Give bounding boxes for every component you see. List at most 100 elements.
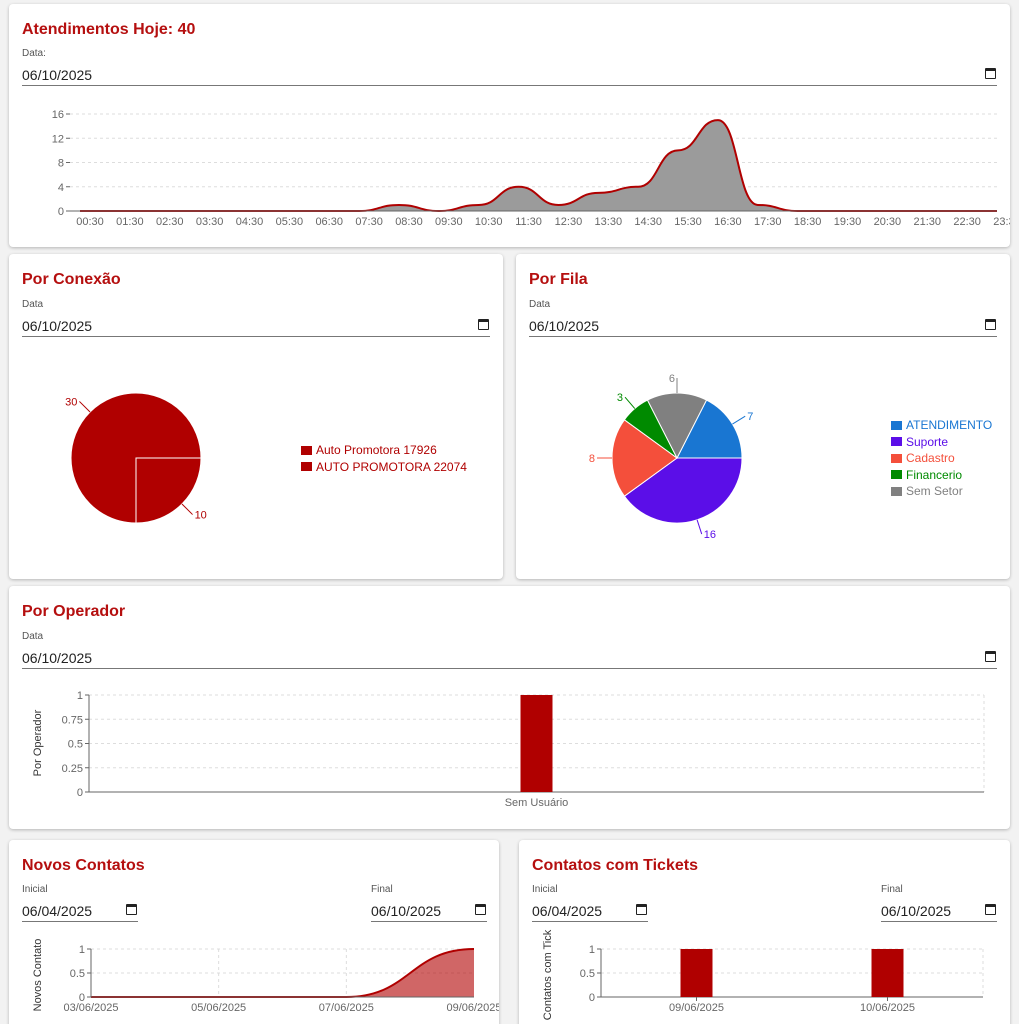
x-tick-label: 04:30 bbox=[236, 216, 264, 228]
atendimentos-date-value: 06/10/2025 bbox=[22, 67, 93, 83]
fila-legend-swatch bbox=[891, 486, 902, 496]
conexao-legend-swatch bbox=[301, 462, 312, 472]
x-tick-label: 05:30 bbox=[276, 216, 304, 228]
fila-title: Por Fila bbox=[529, 271, 588, 288]
y-tick-label: 12 bbox=[52, 133, 64, 145]
bar bbox=[680, 949, 713, 997]
y-tick-label: 1 bbox=[589, 944, 595, 956]
conexao-legend-label: AUTO PROMOTORA 22074 bbox=[316, 459, 467, 474]
atendimentos-date-input[interactable]: 06/10/2025 bbox=[22, 64, 997, 86]
fila-date-value: 06/10/2025 bbox=[529, 318, 600, 334]
novos-contatos-start-label: Inicial bbox=[22, 884, 48, 895]
y-tick-label: 0 bbox=[79, 992, 85, 1004]
calendar-icon[interactable] bbox=[475, 904, 486, 915]
novos-contatos-start-input[interactable]: 06/04/2025 bbox=[22, 900, 138, 922]
conexao-legend-label: Auto Promotora 17926 bbox=[316, 443, 437, 458]
fila-data-label: 16 bbox=[704, 529, 716, 541]
contatos-tickets-end-value: 06/10/2025 bbox=[881, 903, 952, 919]
x-tick-label: 06:30 bbox=[315, 216, 343, 228]
fila-data-label: 8 bbox=[589, 453, 595, 465]
conexao-legend-item[interactable]: Auto Promotora 17926 bbox=[301, 442, 467, 459]
x-tick-label: 10/06/2025 bbox=[860, 1002, 915, 1014]
x-tick-label: 11:30 bbox=[515, 216, 542, 228]
x-tick-label: 09/06/2025 bbox=[669, 1002, 724, 1014]
x-tick-label: 10:30 bbox=[475, 216, 503, 228]
conexao-date-input[interactable]: 06/10/2025 bbox=[22, 315, 490, 337]
calendar-icon[interactable] bbox=[478, 319, 489, 330]
y-tick-label: 0.75 bbox=[62, 714, 83, 726]
conexao-legend-item[interactable]: AUTO PROMOTORA 22074 bbox=[301, 459, 467, 476]
operador-bar-chart: 0 0.25 0.5 0.75 1 Sem Usuário Por Operador bbox=[32, 690, 985, 809]
fila-legend-label: ATENDIMENTO bbox=[906, 418, 993, 433]
fila-legend-item[interactable]: Financerio bbox=[891, 467, 992, 484]
fila-date-label: Data bbox=[529, 299, 551, 310]
y-tick-label: 0.5 bbox=[580, 968, 595, 980]
fila-slice bbox=[676, 399, 743, 459]
y-tick-label: 0.25 bbox=[62, 763, 83, 775]
operador-date-label: Data bbox=[22, 631, 44, 642]
calendar-icon[interactable] bbox=[985, 319, 996, 330]
fila-legend-item[interactable]: Sem Setor bbox=[891, 483, 992, 500]
y-tick-label: 8 bbox=[58, 158, 64, 170]
contatos-tickets-start-input[interactable]: 06/04/2025 bbox=[532, 900, 648, 922]
conexao-label-line bbox=[181, 503, 193, 515]
atendimentos-card: Atendimentos Hoje: 40 Data: 06/10/2025 0… bbox=[9, 4, 1010, 247]
fila-legend: ATENDIMENTO Suporte Cadastro Financerio Sem … bbox=[891, 417, 992, 500]
contatos-tickets-end-input[interactable]: 06/10/2025 bbox=[881, 900, 997, 922]
x-tick-label: 16:30 bbox=[714, 216, 742, 228]
bar bbox=[520, 695, 553, 792]
operador-date-value: 06/10/2025 bbox=[22, 650, 93, 666]
novos-contatos-card: Novos Contatos Inicial 06/04/2025 Final … bbox=[9, 840, 499, 1024]
y-tick-label: 16 bbox=[52, 109, 64, 121]
fila-legend-item[interactable]: ATENDIMENTO bbox=[891, 417, 992, 434]
x-tick-label: 07:30 bbox=[355, 216, 383, 228]
y-tick-label: 0 bbox=[58, 206, 64, 218]
fila-legend-swatch bbox=[891, 420, 902, 430]
conexao-title: Por Conexão bbox=[22, 271, 121, 288]
conexao-label-line bbox=[79, 401, 91, 413]
conexao-legend: Auto Promotora 17926 AUTO PROMOTORA 22074 bbox=[301, 442, 467, 475]
x-tick-label: 20:30 bbox=[874, 216, 902, 228]
novos-contatos-title: Novos Contatos bbox=[22, 857, 145, 874]
fila-date-input[interactable]: 06/10/2025 bbox=[529, 315, 997, 337]
atendimentos-date-label: Data: bbox=[22, 48, 46, 59]
conexao-pie-chart: 10 30 bbox=[65, 392, 207, 524]
fila-slice bbox=[611, 419, 678, 497]
novos-contatos-end-label: Final bbox=[371, 884, 393, 895]
x-tick-label: 14:30 bbox=[634, 216, 662, 228]
area-fill bbox=[91, 949, 474, 997]
novos-contatos-start-value: 06/04/2025 bbox=[22, 903, 93, 919]
calendar-icon[interactable] bbox=[985, 68, 996, 79]
novos-contatos-end-input[interactable]: 06/10/2025 bbox=[371, 900, 487, 922]
fila-legend-label: Suporte bbox=[906, 434, 949, 449]
x-tick-label: 03:30 bbox=[196, 216, 224, 228]
fila-legend-item[interactable]: Suporte bbox=[891, 434, 992, 451]
operador-card: Por Operador Data 06/10/2025 0 0.25 0.5 0.7… bbox=[9, 586, 1010, 829]
fila-data-label: 7 bbox=[747, 411, 753, 423]
atendimentos-chart: 0 4 8 12 16 00:30 01:30 02:30 03:30 04:30 05:30 06:… bbox=[52, 109, 1010, 228]
x-tick-label: 09/06/2025 bbox=[446, 1002, 499, 1014]
fila-legend-item[interactable]: Cadastro bbox=[891, 450, 992, 467]
x-tick-label: 18:30 bbox=[794, 216, 822, 228]
calendar-icon[interactable] bbox=[126, 904, 137, 915]
contatos-tickets-chart: 0 0.5 1 09/06/2025 10/06/2025 Contatos com Ti… bbox=[542, 929, 984, 1020]
x-tick-label: 13:30 bbox=[595, 216, 623, 228]
contatos-tickets-card: Contatos com Tickets Inicial 06/04/2025 … bbox=[519, 840, 1010, 1024]
y-tick-label: 4 bbox=[58, 182, 64, 194]
x-tick-label: 03/06/2025 bbox=[63, 1002, 118, 1014]
fila-label-line bbox=[624, 396, 636, 409]
calendar-icon[interactable] bbox=[985, 651, 996, 662]
y-tick-label: 0.5 bbox=[70, 968, 85, 980]
operador-date-input[interactable]: 06/10/2025 bbox=[22, 647, 997, 669]
fila-label-line bbox=[696, 519, 703, 535]
fila-legend-label: Financerio bbox=[906, 467, 963, 482]
fila-legend-swatch bbox=[891, 453, 902, 463]
fila-data-label: 6 bbox=[669, 373, 675, 385]
calendar-icon[interactable] bbox=[636, 904, 647, 915]
x-tick-label: 02:30 bbox=[156, 216, 184, 228]
calendar-icon[interactable] bbox=[985, 904, 996, 915]
x-tick-label: 08:30 bbox=[395, 216, 423, 228]
conexao-date-label: Data bbox=[22, 299, 44, 310]
novos-contatos-chart: 0 0.5 1 03/06/2025 05/06/2025 07/06/2025 09/06… bbox=[32, 939, 499, 1014]
bar bbox=[871, 949, 904, 997]
